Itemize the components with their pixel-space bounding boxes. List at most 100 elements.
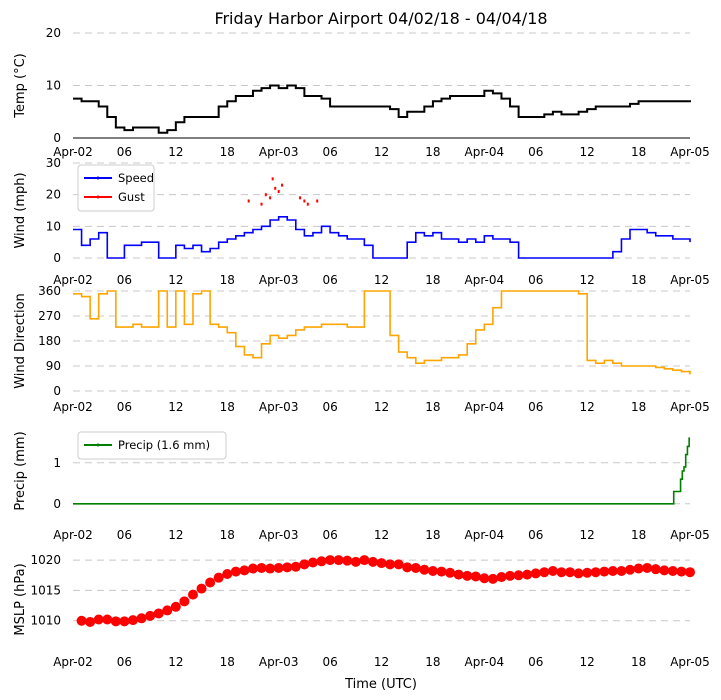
data-point [145, 610, 156, 621]
data-point [119, 616, 130, 627]
y-axis-label: Wind (mph) [13, 172, 28, 248]
data-point [676, 566, 687, 577]
temperature-panel: 0 10 20 Apr-02 06 12 18 Apr-03 06 12 18 Apr-04 06 12 1… [13, 26, 710, 159]
data-point [230, 566, 241, 577]
legend-marker [96, 195, 100, 199]
x-tick-label: 18 [631, 145, 646, 159]
x-tick-label: Apr-03 [259, 400, 299, 414]
legend-marker [96, 443, 100, 447]
x-tick-label: 12 [168, 400, 183, 414]
x-tick-label: 06 [322, 400, 337, 414]
x-tick-label: 12 [168, 655, 183, 669]
x-tick-label: Apr-04 [465, 400, 505, 414]
data-point [556, 567, 567, 578]
x-tick-label: 06 [528, 655, 543, 669]
data-point [333, 555, 344, 566]
x-tick-label: Apr-04 [465, 145, 505, 159]
data-point [76, 615, 87, 626]
data-point [659, 565, 670, 576]
y-tick-label: 1015 [30, 583, 61, 597]
data-point [110, 616, 121, 627]
x-tick-label: 12 [580, 400, 595, 414]
legend-box [77, 431, 227, 460]
x-tick-label: 12 [374, 655, 389, 669]
y-tick-label: 180 [38, 334, 61, 348]
data-point [342, 555, 353, 566]
x-tick-label: 12 [374, 528, 389, 542]
data-point [565, 567, 576, 578]
x-tick-label: Apr-05 [670, 145, 710, 159]
gust-point [269, 196, 272, 200]
data-point [170, 601, 181, 612]
data-point [445, 567, 456, 578]
data-point [247, 563, 258, 574]
x-tick-label: 06 [117, 145, 132, 159]
y-axis-label: Precip (mm) [13, 431, 28, 510]
x-tick-label: Apr-05 [670, 273, 710, 287]
data-point [222, 569, 233, 580]
x-tick-label: 12 [374, 400, 389, 414]
wind-speed-panel: 0 10 20 30 Apr-02 06 12 18 Apr-03 06 12 18 Apr-04 06 1… [13, 156, 710, 287]
x-tick-label: 06 [117, 528, 132, 542]
data-point [93, 614, 104, 625]
data-point [513, 570, 524, 581]
x-tick-label: 18 [425, 273, 440, 287]
data-point [573, 568, 584, 579]
y-tick-label: 0 [53, 384, 61, 398]
figure-title: Friday Harbor Airport 04/02/18 - 04/04/1… [214, 9, 547, 28]
data-point [462, 570, 473, 581]
data-point [667, 565, 678, 576]
y-tick-label: 270 [38, 309, 61, 323]
y-tick-label: 10 [46, 79, 61, 93]
legend-label: Speed [118, 171, 154, 185]
x-tick-label: 06 [528, 145, 543, 159]
x-tick-label: 18 [220, 145, 235, 159]
gust-point [264, 193, 267, 197]
x-tick-label: 18 [631, 400, 646, 414]
x-tick-label: 12 [168, 528, 183, 542]
x-tick-label: 06 [322, 528, 337, 542]
data-point [582, 567, 593, 578]
data-point [205, 577, 216, 588]
data-point [307, 557, 318, 568]
x-tick-label: Apr-02 [53, 273, 93, 287]
x-tick-label: 18 [631, 273, 646, 287]
data-point [530, 568, 541, 579]
x-tick-label: Apr-05 [670, 528, 710, 542]
gust-point [274, 186, 277, 190]
x-tick-label: Apr-05 [670, 400, 710, 414]
x-tick-label: 06 [117, 400, 132, 414]
x-tick-label: 12 [168, 273, 183, 287]
x-tick-label: Apr-03 [259, 145, 299, 159]
gust-point [281, 183, 284, 187]
x-tick-label: 18 [220, 528, 235, 542]
x-tick-label: 12 [580, 655, 595, 669]
x-tick-label: Apr-02 [53, 528, 93, 542]
data-point [590, 567, 601, 578]
y-tick-label: 360 [38, 284, 61, 298]
x-tick-label: 12 [374, 273, 389, 287]
pressure-panel: 1010 1015 1020 Apr-02 06 12 18 Apr-03 06 12 18 Apr-… [13, 553, 710, 669]
data-point [436, 566, 447, 577]
data-point [376, 558, 387, 569]
gust-point [247, 199, 250, 203]
gust-point [277, 190, 280, 193]
data-point [153, 608, 164, 619]
x-tick-label: 06 [528, 400, 543, 414]
legend-marker [96, 176, 100, 180]
y-tick-label: 1 [53, 456, 61, 470]
data-point [179, 596, 190, 607]
data-point [505, 570, 516, 581]
y-tick-label: 30 [46, 156, 61, 170]
x-tick-label: 12 [580, 273, 595, 287]
data-point [136, 613, 147, 624]
data-point [625, 564, 636, 575]
y-tick-label: 0 [53, 251, 61, 265]
series-line [73, 437, 690, 505]
x-tick-label: 18 [425, 655, 440, 669]
precipitation-panel: 0 1 Apr-02 06 12 18 Apr-03 06 12 18 Apr-04 06 12 18 Ap… [13, 431, 710, 542]
data-point [385, 559, 396, 570]
data-point [487, 573, 498, 584]
x-tick-label: Apr-05 [670, 655, 710, 669]
gust-point [299, 196, 302, 200]
